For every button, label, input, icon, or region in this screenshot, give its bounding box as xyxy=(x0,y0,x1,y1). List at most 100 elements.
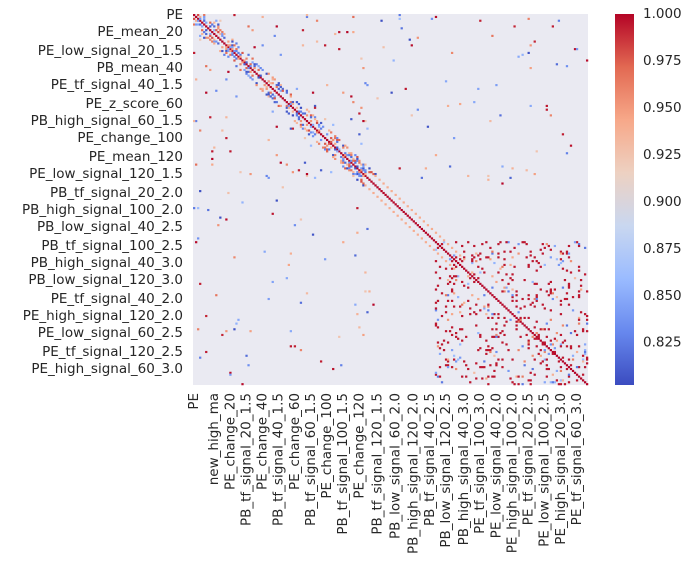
heatmap-cell xyxy=(565,269,569,272)
heatmap-cell xyxy=(301,116,305,119)
heatmap-cell xyxy=(257,68,260,72)
heatmap-cell xyxy=(358,171,361,174)
heatmap-cell xyxy=(519,307,522,310)
heatmap-cell xyxy=(352,174,355,178)
heatmap-cell xyxy=(364,271,367,274)
heatmap-cell xyxy=(537,335,540,338)
heatmap-cell xyxy=(307,110,311,113)
heatmap-cell xyxy=(463,267,466,270)
heatmap-cell xyxy=(233,51,236,54)
heatmap-cell xyxy=(473,244,476,248)
heatmap-cell xyxy=(253,63,256,66)
heatmap-cell xyxy=(438,375,442,378)
heatmap-cell xyxy=(364,163,367,166)
heatmap-cell xyxy=(430,237,434,240)
y-tick-label: PB_high_signal_40_3.0 xyxy=(31,255,183,271)
heatmap-cell xyxy=(334,142,337,145)
heatmap-cell xyxy=(217,42,220,45)
heatmap-cell xyxy=(241,59,244,62)
heatmap-cell xyxy=(531,367,534,371)
heatmap-cell xyxy=(225,137,228,140)
heatmap-cell xyxy=(332,154,335,157)
heatmap-cell xyxy=(539,354,542,357)
x-tick-label: PB_high_signal_120_2.0 xyxy=(406,393,422,554)
heatmap-cell xyxy=(565,367,569,371)
heatmap-cell xyxy=(452,354,456,357)
heatmap-cell xyxy=(575,333,579,337)
y-tick-label: PB_tf_signal_20_2.0 xyxy=(50,185,183,201)
heatmap-cell xyxy=(499,301,502,304)
heatmap-cell xyxy=(356,207,359,210)
heatmap-cell xyxy=(483,366,486,369)
heatmap-cell xyxy=(461,314,464,318)
heatmap-cell xyxy=(285,104,288,107)
heatmap-cell xyxy=(195,15,198,19)
heatmap-cell xyxy=(577,318,581,321)
heatmap-cell xyxy=(215,29,218,32)
heatmap-cell xyxy=(303,161,307,164)
heatmap-cell xyxy=(309,131,313,134)
heatmap-cell xyxy=(348,167,351,170)
heatmap-cell xyxy=(356,178,359,181)
heatmap-cell xyxy=(414,222,417,225)
heatmap-cell xyxy=(551,350,554,354)
heatmap-cell xyxy=(545,358,548,361)
heatmap-cell xyxy=(309,120,313,123)
heatmap-cell xyxy=(585,322,589,325)
heatmap-cell xyxy=(219,32,222,36)
heatmap-cell xyxy=(525,243,528,246)
heatmap-cell xyxy=(239,68,242,72)
heatmap-cell xyxy=(332,138,335,142)
heatmap-cell xyxy=(452,263,456,266)
heatmap-cell xyxy=(555,354,559,357)
heatmap-cell xyxy=(553,337,557,340)
heatmap-cell xyxy=(263,80,266,83)
heatmap-cell xyxy=(305,15,309,19)
heatmap-cell xyxy=(471,275,474,278)
heatmap-cell xyxy=(269,85,272,89)
heatmap-cell xyxy=(499,114,502,117)
heatmap-cell xyxy=(398,167,401,170)
heatmap-cell xyxy=(193,23,196,26)
heatmap-cell xyxy=(521,375,524,378)
heatmap-cell xyxy=(235,322,238,325)
heatmap-cell xyxy=(422,220,426,223)
heatmap-cell xyxy=(309,144,313,147)
heatmap-cell xyxy=(571,358,575,361)
heatmap-cell xyxy=(577,316,581,319)
heatmap-cell xyxy=(344,161,347,164)
y-tick-label: PE_low_signal_20_1.5 xyxy=(38,43,183,59)
heatmap-cell xyxy=(362,173,365,176)
heatmap-cell xyxy=(465,269,468,272)
heatmap-cell xyxy=(245,63,248,66)
heatmap-cell xyxy=(271,87,274,90)
heatmap-cell xyxy=(529,104,532,107)
heatmap-cell xyxy=(573,277,577,280)
heatmap-cell xyxy=(436,341,440,344)
heatmap-cell xyxy=(487,383,490,386)
heatmap-cell xyxy=(199,38,202,41)
heatmap-cell xyxy=(229,150,232,153)
heatmap-cell xyxy=(362,67,365,70)
heatmap-cell xyxy=(457,275,460,278)
heatmap-cell xyxy=(213,146,216,149)
heatmap-cell xyxy=(535,345,538,348)
heatmap-cell xyxy=(211,163,214,166)
heatmap-cell xyxy=(489,246,492,249)
heatmap-cell xyxy=(459,263,462,266)
heatmap-cell xyxy=(495,335,498,338)
heatmap-cell xyxy=(219,29,222,32)
heatmap-cell xyxy=(459,102,462,106)
heatmap-cell xyxy=(527,347,530,350)
x-tick-label: PE_tf_signal_100_3.0 xyxy=(472,393,488,534)
heatmap-cell xyxy=(541,252,544,255)
heatmap-cell xyxy=(575,379,579,382)
heatmap-cell xyxy=(475,279,478,282)
heatmap-cell xyxy=(515,316,518,319)
colorbar-tick-labels: 0.825 0.850 0.875 0.900 0.925 0.950 0.975 1.000 xyxy=(643,6,682,351)
heatmap-cell xyxy=(259,74,262,77)
heatmap-cell xyxy=(295,121,299,125)
heatmap-cell xyxy=(257,65,260,68)
heatmap-cell xyxy=(549,288,552,291)
heatmap-cell xyxy=(551,292,554,295)
